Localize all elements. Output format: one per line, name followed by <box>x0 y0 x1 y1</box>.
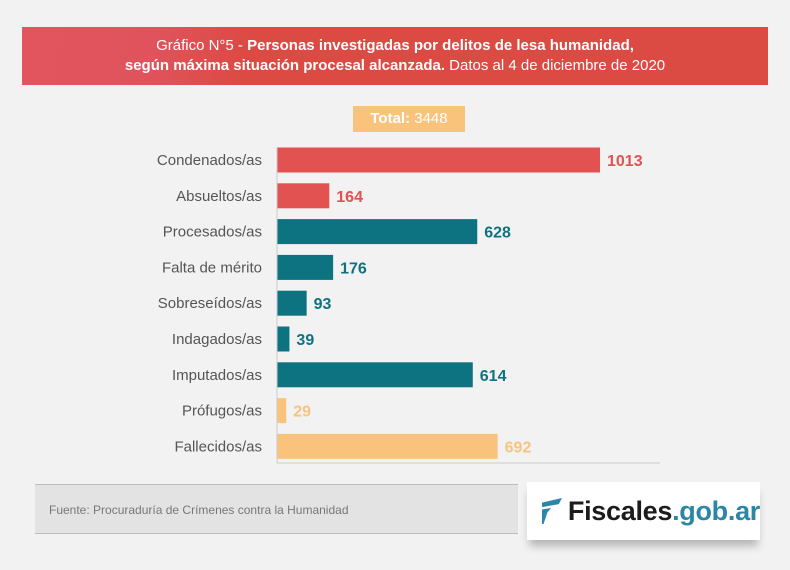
chart-title-line-2: según máxima situación procesal alcanzad… <box>22 56 768 76</box>
category-label: Absueltos/as <box>176 188 262 205</box>
logo-text-fiscales: Fiscales <box>567 495 673 526</box>
total-badge: Total: 3448 <box>353 106 465 132</box>
data-label: 164 <box>336 189 363 206</box>
total-value: 3448 <box>414 110 448 127</box>
category-label: Condenados/as <box>157 152 262 169</box>
data-label: 628 <box>484 225 511 242</box>
bar <box>277 219 478 245</box>
bar-chart: Condenados/as 1013 Absueltos/as 164 Procesad… <box>157 147 660 464</box>
category-label: Indagados/as <box>172 331 262 348</box>
data-label: 39 <box>296 332 314 349</box>
bar <box>277 183 330 209</box>
category-label: Fallecidos/as <box>174 438 262 455</box>
data-label: 1013 <box>607 153 643 170</box>
data-label: 614 <box>480 368 507 385</box>
bar <box>277 290 307 316</box>
chart-title-bold-2: según máxima situación procesal alcanzad… <box>124 57 445 74</box>
data-label: 93 <box>314 296 332 313</box>
category-label: Sobreseídos/as <box>158 295 262 312</box>
bar <box>277 147 600 173</box>
bar <box>277 398 287 424</box>
category-label: Imputados/as <box>172 367 262 384</box>
data-label: 692 <box>505 439 532 456</box>
logo-text-domain: .gob.ar <box>672 495 760 526</box>
category-label: Procesados/as <box>163 224 262 241</box>
chart-number: Gráfico N°5 - <box>156 37 248 54</box>
category-label: Prófugos/as <box>182 403 262 420</box>
bar <box>277 362 473 388</box>
data-label: 176 <box>340 260 367 277</box>
category-label: Falta de mérito <box>162 259 262 276</box>
logo-text: Fiscales.gob.ar <box>568 496 760 527</box>
chart-title-line-1: Gráfico N°5 - Personas investigadas por … <box>22 36 768 56</box>
chart-title-banner: Gráfico N°5 - Personas investigadas por … <box>22 27 768 85</box>
total-label: Total: <box>370 110 411 127</box>
fiscales-f-icon <box>542 497 562 525</box>
chart-date: Datos al 4 de diciembre de 2020 <box>445 57 666 74</box>
chart-title-bold-1: Personas investigadas por delitos de les… <box>247 37 634 54</box>
bar <box>277 254 334 280</box>
bar <box>277 433 498 459</box>
source-note: Fuente: Procuraduría de Crímenes contra … <box>35 484 518 534</box>
fiscales-logo[interactable]: Fiscales.gob.ar <box>527 482 760 540</box>
data-label: 29 <box>293 404 311 421</box>
bar <box>277 326 290 352</box>
